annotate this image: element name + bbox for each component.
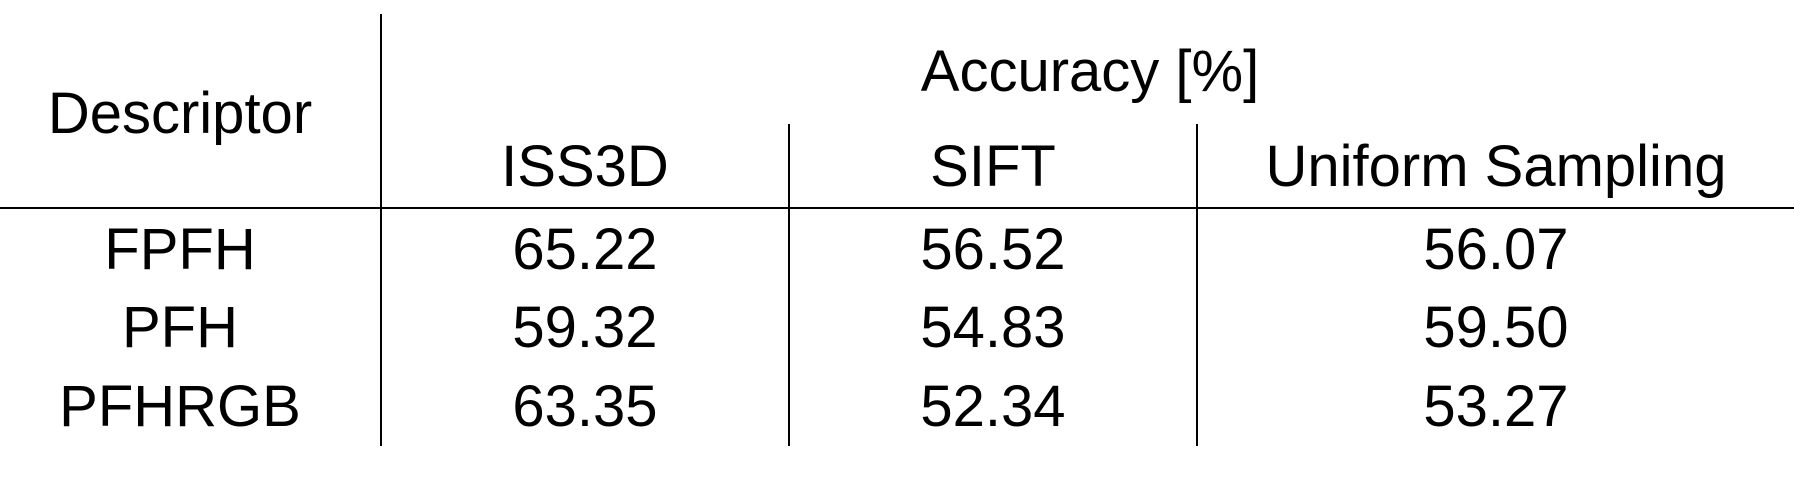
- column-header-uniform-sampling: Uniform Sampling: [1265, 134, 1727, 199]
- accuracy-group-header: Accuracy [%]: [920, 39, 1260, 104]
- cell-fpfh-sift: 56.52: [920, 217, 1066, 282]
- header-body-divider: [0, 207, 1794, 209]
- cell-pfh-uniform-sampling: 59.50: [1423, 295, 1569, 360]
- row-descriptor-pfhrgb: PFHRGB: [59, 374, 301, 439]
- cell-pfh-sift: 54.83: [920, 295, 1066, 360]
- sift-uniform-divider: [1196, 124, 1198, 446]
- cell-fpfh-iss3d: 65.22: [512, 217, 658, 282]
- descriptor-column-divider: [380, 14, 382, 446]
- cell-fpfh-uniform-sampling: 56.07: [1423, 217, 1569, 282]
- cell-pfh-iss3d: 59.32: [512, 295, 658, 360]
- row-descriptor-fpfh: FPFH: [104, 217, 256, 282]
- descriptor-header: Descriptor: [47, 81, 313, 146]
- cell-pfhrgb-sift: 52.34: [920, 374, 1066, 439]
- column-header-sift: SIFT: [930, 134, 1056, 199]
- cell-pfhrgb-iss3d: 63.35: [512, 374, 658, 439]
- iss3d-sift-divider: [788, 124, 790, 446]
- cell-pfhrgb-uniform-sampling: 53.27: [1423, 374, 1569, 439]
- row-descriptor-pfh: PFH: [122, 295, 238, 360]
- column-header-iss3d: ISS3D: [501, 134, 669, 199]
